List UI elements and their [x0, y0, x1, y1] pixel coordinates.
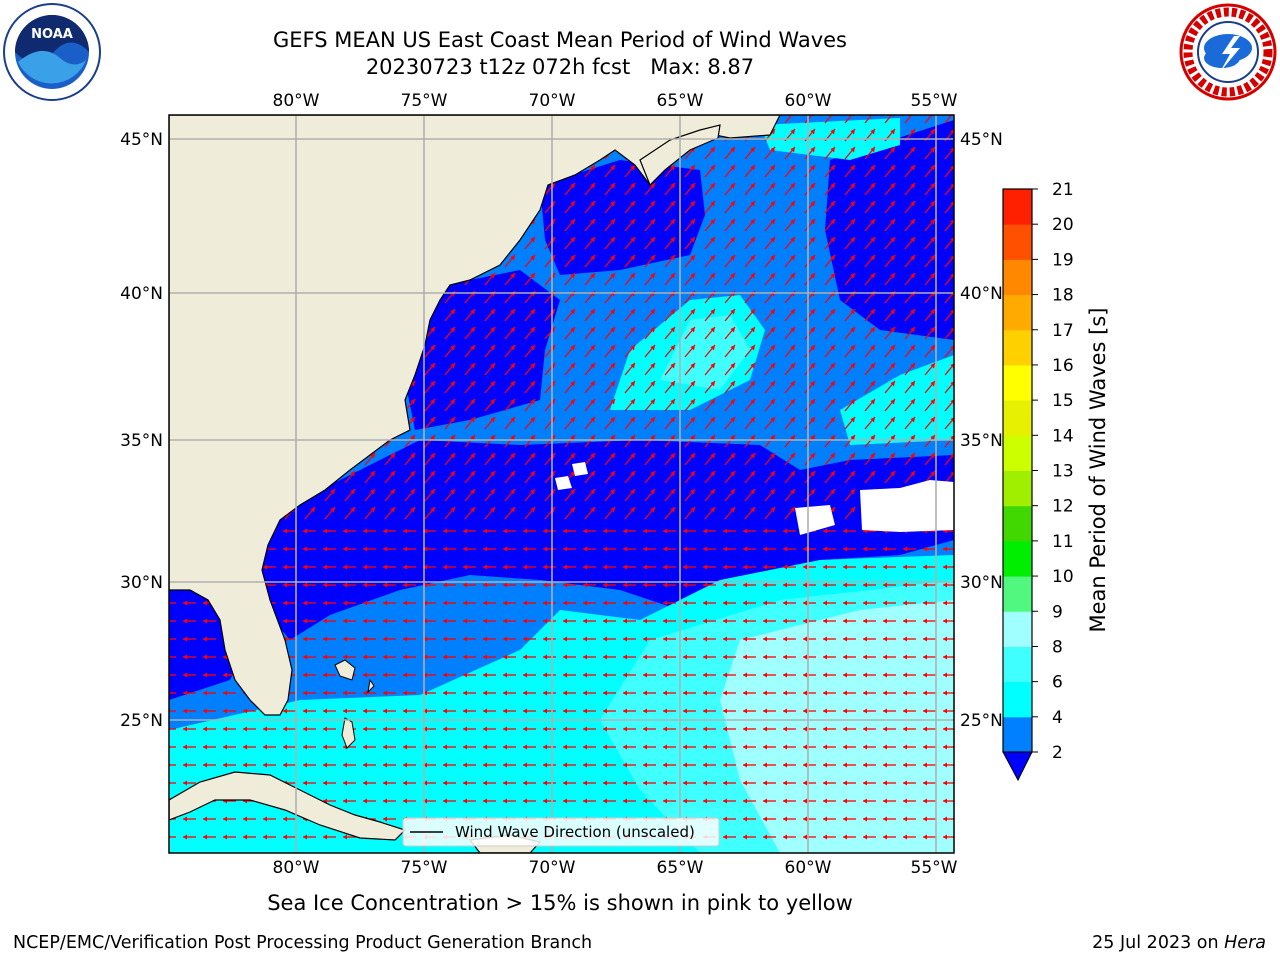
lon-label-top: 80°W	[273, 91, 320, 111]
legend-label: Wind Wave Direction (unscaled)	[455, 823, 695, 841]
colorbar-segment	[1003, 400, 1032, 436]
sea-ice-note: Sea Ice Concentration > 15% is shown in …	[267, 891, 853, 915]
lat-label-left: 25°N	[120, 711, 163, 731]
lat-label-right: 45°N	[960, 130, 1003, 150]
colorbar-segment	[1003, 611, 1032, 647]
lon-label-bottom: 55°W	[911, 858, 958, 878]
colorbar-segment	[1003, 435, 1032, 471]
nws-logo	[1179, 3, 1277, 101]
colorbar-segment	[1003, 505, 1032, 542]
colorbar-segment	[1003, 189, 1032, 225]
colorbar-tick-label: 12	[1052, 497, 1074, 517]
colorbar-tick-label: 6	[1052, 673, 1063, 693]
run-date-text: 25 Jul 2023 on	[1092, 933, 1225, 953]
colorbar-tick-label: 10	[1052, 567, 1074, 587]
lon-label-top: 75°W	[401, 91, 448, 111]
colorbar-segment	[1003, 681, 1032, 718]
lat-label-left: 40°N	[120, 284, 163, 304]
land-cuba	[169, 771, 407, 841]
lat-label-right: 25°N	[960, 711, 1003, 731]
colorbar-extend-arrow	[1002, 751, 1033, 782]
map-title: GEFS MEAN US East Coast Mean Period of W…	[273, 28, 847, 52]
colorbar-tick-label: 19	[1052, 250, 1074, 270]
land-north-america	[169, 115, 781, 716]
lon-label-top: 70°W	[529, 91, 576, 111]
colorbar-segment	[1003, 259, 1032, 296]
colorbar-segment	[1003, 294, 1032, 331]
colorbar-segment	[1003, 540, 1032, 577]
colorbar-segment	[1003, 364, 1032, 401]
colorbar-tick-label: 9	[1052, 602, 1063, 622]
credit-line: NCEP/EMC/Verification Post Processing Pr…	[13, 933, 593, 953]
colorbar-segment	[1003, 716, 1032, 753]
colorbar-tick-label: 13	[1052, 462, 1074, 482]
lat-label-right: 35°N	[960, 431, 1003, 451]
colorbar-tick-label: 16	[1052, 356, 1074, 376]
colorbar-tick-label: 21	[1052, 180, 1074, 200]
colorbar-segment	[1003, 329, 1032, 366]
forecast-subtitle: 20230723 t12z 072h fcst Max: 8.87	[365, 55, 755, 79]
colorbar-label: Mean Period of Wind Waves [s]	[1086, 308, 1110, 633]
colorbar-tick-label: 14	[1052, 426, 1074, 446]
lat-label-left: 30°N	[120, 573, 163, 593]
graticule	[169, 115, 954, 853]
noaa-logo: NOAA	[3, 3, 101, 101]
lat-label-right: 40°N	[960, 284, 1003, 304]
land-bahamas	[334, 659, 375, 749]
lat-label-left: 45°N	[120, 130, 163, 150]
map-frame	[168, 114, 955, 854]
lon-label-top: 55°W	[911, 91, 958, 111]
colorbar-segment	[1003, 646, 1032, 683]
colorbar-tick-label: 2	[1052, 743, 1063, 763]
colorbar-tick-label: 11	[1052, 532, 1074, 552]
lon-label-bottom: 65°W	[657, 858, 704, 878]
colorbar-segment	[1003, 576, 1032, 612]
lon-label-bottom: 70°W	[529, 858, 576, 878]
colorbar-tick-label: 20	[1052, 215, 1074, 235]
colorbar-tick-label: 8	[1052, 637, 1063, 657]
colorbar: 2 4 6 8 9 10 11 12 13 14 15 16 17 18 19 20 21 Mean Perio…	[1002, 180, 1110, 782]
colorbar-tick-label: 15	[1052, 391, 1074, 411]
lon-label-top: 60°W	[785, 91, 832, 111]
lon-label-top: 65°W	[657, 91, 704, 111]
colorbar-tick-label: 18	[1052, 286, 1074, 306]
lon-label-bottom: 75°W	[401, 858, 448, 878]
colorbar-tick-label: 17	[1052, 321, 1074, 341]
map-legend: Wind Wave Direction (unscaled)	[402, 817, 720, 847]
lat-label-left: 35°N	[120, 431, 163, 451]
noaa-logo-text: NOAA	[31, 27, 73, 42]
colorbar-tick-label: 4	[1052, 708, 1063, 728]
colorbar-segment	[1003, 470, 1032, 507]
lon-label-bottom: 60°W	[785, 858, 832, 878]
run-date: 25 Jul 2023 on Hera	[1092, 933, 1266, 953]
lon-label-bottom: 80°W	[273, 858, 320, 878]
machine-name: Hera	[1224, 933, 1266, 953]
lat-label-right: 30°N	[960, 573, 1003, 593]
masked-area	[555, 462, 954, 535]
colorbar-segment	[1003, 224, 1032, 260]
